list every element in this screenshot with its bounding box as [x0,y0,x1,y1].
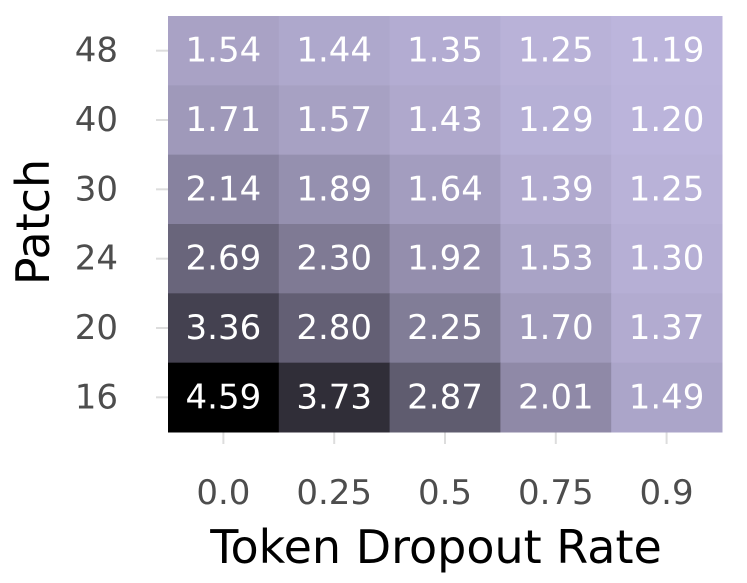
cell-label: 1.37 [629,308,705,348]
heatmap-cell [278,85,391,156]
cell-label: 1.30 [629,239,705,279]
cell-label: 2.69 [186,239,262,279]
heatmap-cell [168,154,280,225]
cell-label: 1.19 [629,31,705,71]
heatmap-cell [278,154,391,225]
x-tick-label: 0.75 [518,473,594,513]
heatmap-cell [389,293,501,364]
cell-label: 1.39 [518,169,594,209]
x-tick-label: 0.9 [640,473,694,513]
heatmap-cell [278,16,391,86]
cell-label: 1.49 [629,377,705,417]
heatmap-cell [278,224,391,294]
cell-label: 3.36 [186,308,262,348]
cell-label: 1.71 [186,100,262,140]
heatmap-cell [168,224,280,294]
cell-label: 1.92 [407,239,483,279]
heatmap-cell [500,224,612,294]
cell-label: 2.01 [518,377,594,417]
cell-label: 1.25 [629,169,705,209]
cell-label: 1.54 [186,31,262,71]
cell-label: 1.70 [518,308,594,348]
heatmap-cell [611,85,723,156]
heatmap-cell [389,85,501,156]
heatmap-cell [500,293,612,364]
heatmap-cell [500,85,612,156]
y-axis-title: Patch [6,159,60,285]
heatmap-cell [168,293,280,364]
cell-label: 1.25 [518,31,594,71]
heatmap-cell [168,16,280,86]
heatmap-cell [611,224,723,294]
y-tick-label: 48 [75,31,118,71]
y-tick-label: 16 [75,377,118,417]
cell-label: 1.35 [407,31,483,71]
cell-label: 1.64 [407,169,483,209]
heatmap-cell [611,293,723,364]
cell-label: 3.73 [296,377,372,417]
cell-label: 2.30 [296,239,372,279]
heatmap-cell [500,16,612,86]
heatmap-cell [389,224,501,294]
heatmap-cell [278,293,391,364]
x-tick-label: 0.25 [296,473,372,513]
cell-label: 1.44 [296,31,372,71]
heatmap-cell [389,16,501,86]
y-tick-label: 24 [75,239,118,279]
cell-label: 1.89 [296,169,372,209]
heatmap-cell [611,16,723,86]
heatmap-cell [168,362,280,433]
cell-label: 2.80 [296,308,372,348]
cell-label: 1.43 [407,100,483,140]
cell-label: 4.59 [186,377,262,417]
cell-label: 1.29 [518,100,594,140]
y-tick-label: 30 [75,169,118,209]
heatmap-cell [278,362,391,433]
cell-label: 1.53 [518,239,594,279]
x-tick-label: 0.5 [418,473,472,513]
cell-label: 1.57 [296,100,372,140]
heatmap-cell [611,362,723,433]
cell-label: 1.20 [629,100,705,140]
heatmap-cell [389,154,501,225]
heatmap-cell [500,362,612,433]
heatmap-cell [389,362,501,433]
heatmap-cell [168,85,280,156]
cell-label: 2.25 [407,308,483,348]
cell-label: 2.87 [407,377,483,417]
x-axis-title: Token Dropout Rate [209,520,662,574]
heatmap-cell [500,154,612,225]
y-tick-label: 40 [75,100,118,140]
y-tick-label: 20 [75,308,118,348]
heatmap-cell [611,154,723,225]
cell-label: 2.14 [186,169,262,209]
x-tick-label: 0.0 [196,473,250,513]
